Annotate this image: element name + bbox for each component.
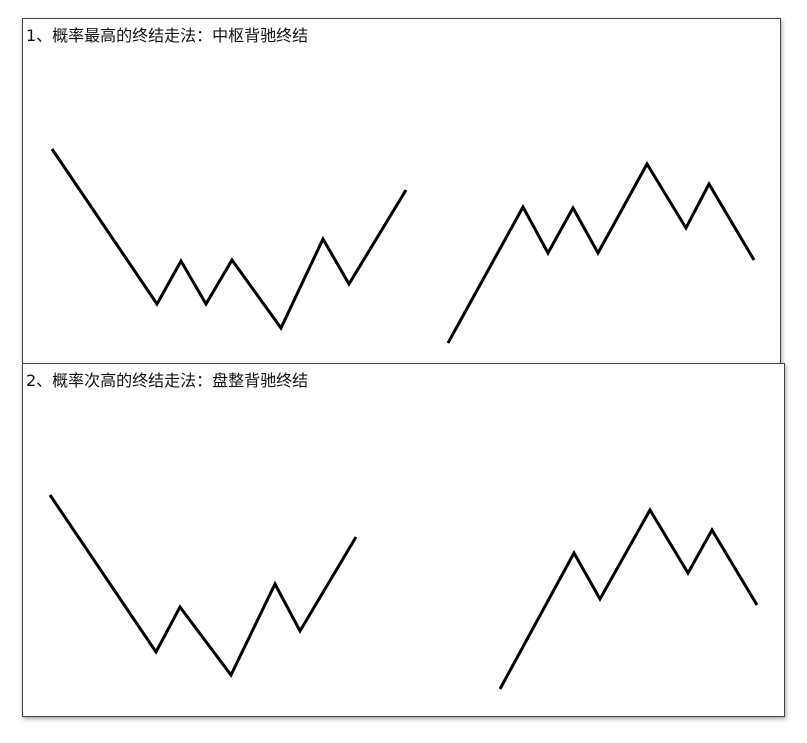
panel-title: 2、概率次高的终结走法：盘整背驰终结 <box>26 371 309 390</box>
panel-consolidation-divergence: 2、概率次高的终结走法：盘整背驰终结 <box>22 363 785 717</box>
zigzag-diagram-1 <box>50 148 756 344</box>
uptrend-ending-zigzag <box>446 161 756 344</box>
zigzag-diagram-2 <box>48 494 759 690</box>
uptrend-ending-zigzag <box>498 507 759 690</box>
downtrend-ending-zigzag <box>50 148 408 331</box>
downtrend-ending-zigzag <box>48 494 358 678</box>
panel-title: 1、概率最高的终结走法：中枢背驰终结 <box>26 26 309 45</box>
panel-center-divergence: 1、概率最高的终结走法：中枢背驰终结 <box>22 18 781 364</box>
